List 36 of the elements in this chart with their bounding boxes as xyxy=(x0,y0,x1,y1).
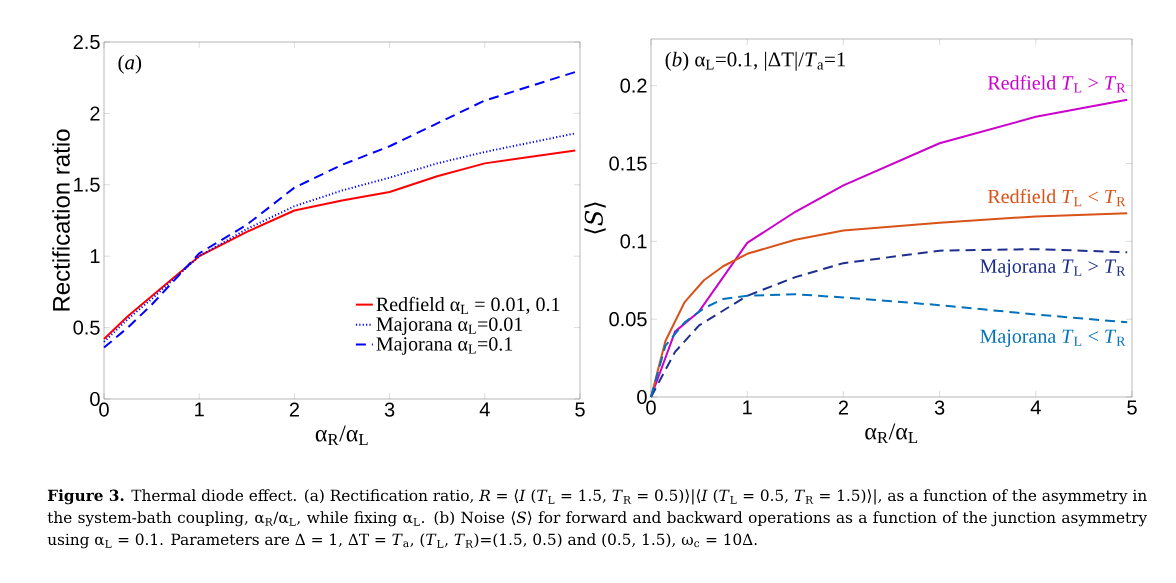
x-tick-label: 4 xyxy=(479,402,490,417)
x-tick-label: 1 xyxy=(743,400,752,415)
y-tick-label: 1 xyxy=(90,249,100,264)
series-label: Redfield T$_{L}$ < T$_{R}$ xyxy=(987,188,1126,207)
series-label: Majorana T$_{L}$ < T$_{R}$ xyxy=(980,329,1126,347)
x-tick-label: 3 xyxy=(934,400,945,415)
y-tick-label: 0 xyxy=(637,389,647,405)
y-tick-label: 0.2 xyxy=(620,78,647,93)
x-axis-title: α$_{R}$/α$_{L}$ xyxy=(865,423,918,444)
x-tick-label: 5 xyxy=(1127,400,1137,415)
y-tick-label: 2 xyxy=(90,106,100,121)
y-tick-label: 0.15 xyxy=(609,156,647,171)
text: Figure 3. Thermal diode effect. (a) Rectification ratio, R = ⟨I (T$_{L}$ = 1.5, T$_{R}$ = 0.5)⟩|⟨I (T$_{L}$ = 0.5, T$_{R}$ = 1.5)⟩|, as a function of the asymmetry in the system-bath coupling, α$_{R}$/α$_{L}$, while fixing α$_{L}$. (b) Noise ⟨S⟩ for forward and backward operations as a function of the junction asymmetry using α$_{L}$ = 0.1. Parameters are Δ = 1, ΔT = T$_{a}$, (T$_{L}$, T$_{R}$)=(1.5, 0.5) and (0.5, 1.5), ω$_{c}$ = 10Δ. xyxy=(47,489,1148,549)
line-series xyxy=(650,293,1129,398)
y-tick-label: 0.1 xyxy=(620,234,647,249)
x-tick-label: 2 xyxy=(289,402,299,417)
y-tick-label: 0.5 xyxy=(73,320,100,335)
x-axis-title: α$_{R}$/α$_{L}$ xyxy=(315,425,368,446)
y-axis-title: Rectification ratio xyxy=(52,129,70,311)
series-label: Majorana T$_{L}$ > T$_{R}$ xyxy=(980,259,1126,277)
y-tick-label: 0.05 xyxy=(609,312,647,327)
x-tick-label: 1 xyxy=(195,402,204,417)
legend-label: Redfield α$_{L}$ = 0.01, 0.1 xyxy=(376,296,560,315)
y-axis-title: ⟨S⟩ xyxy=(584,202,606,234)
x-tick-label: 2 xyxy=(838,400,848,415)
x-tick-label: 3 xyxy=(384,402,395,417)
x-tick-label: 4 xyxy=(1030,400,1041,415)
annotation: (b) α$_{L}$=0.1, |ΔT|/T$_{a}$=1 xyxy=(665,51,846,71)
series-label: Redfield T$_{L}$ > T$_{R}$ xyxy=(987,75,1126,93)
legend-label: Majorana α$_{L}$=0.01 xyxy=(376,317,523,335)
y-tick-label: 2.5 xyxy=(73,34,100,50)
y-tick-label: 1.5 xyxy=(74,177,100,192)
line-series xyxy=(650,248,1129,398)
annotation: (a) xyxy=(118,54,142,74)
x-tick-label: 5 xyxy=(575,402,585,417)
legend-label: Majorana α$_{L}$=0.1 xyxy=(376,337,513,355)
